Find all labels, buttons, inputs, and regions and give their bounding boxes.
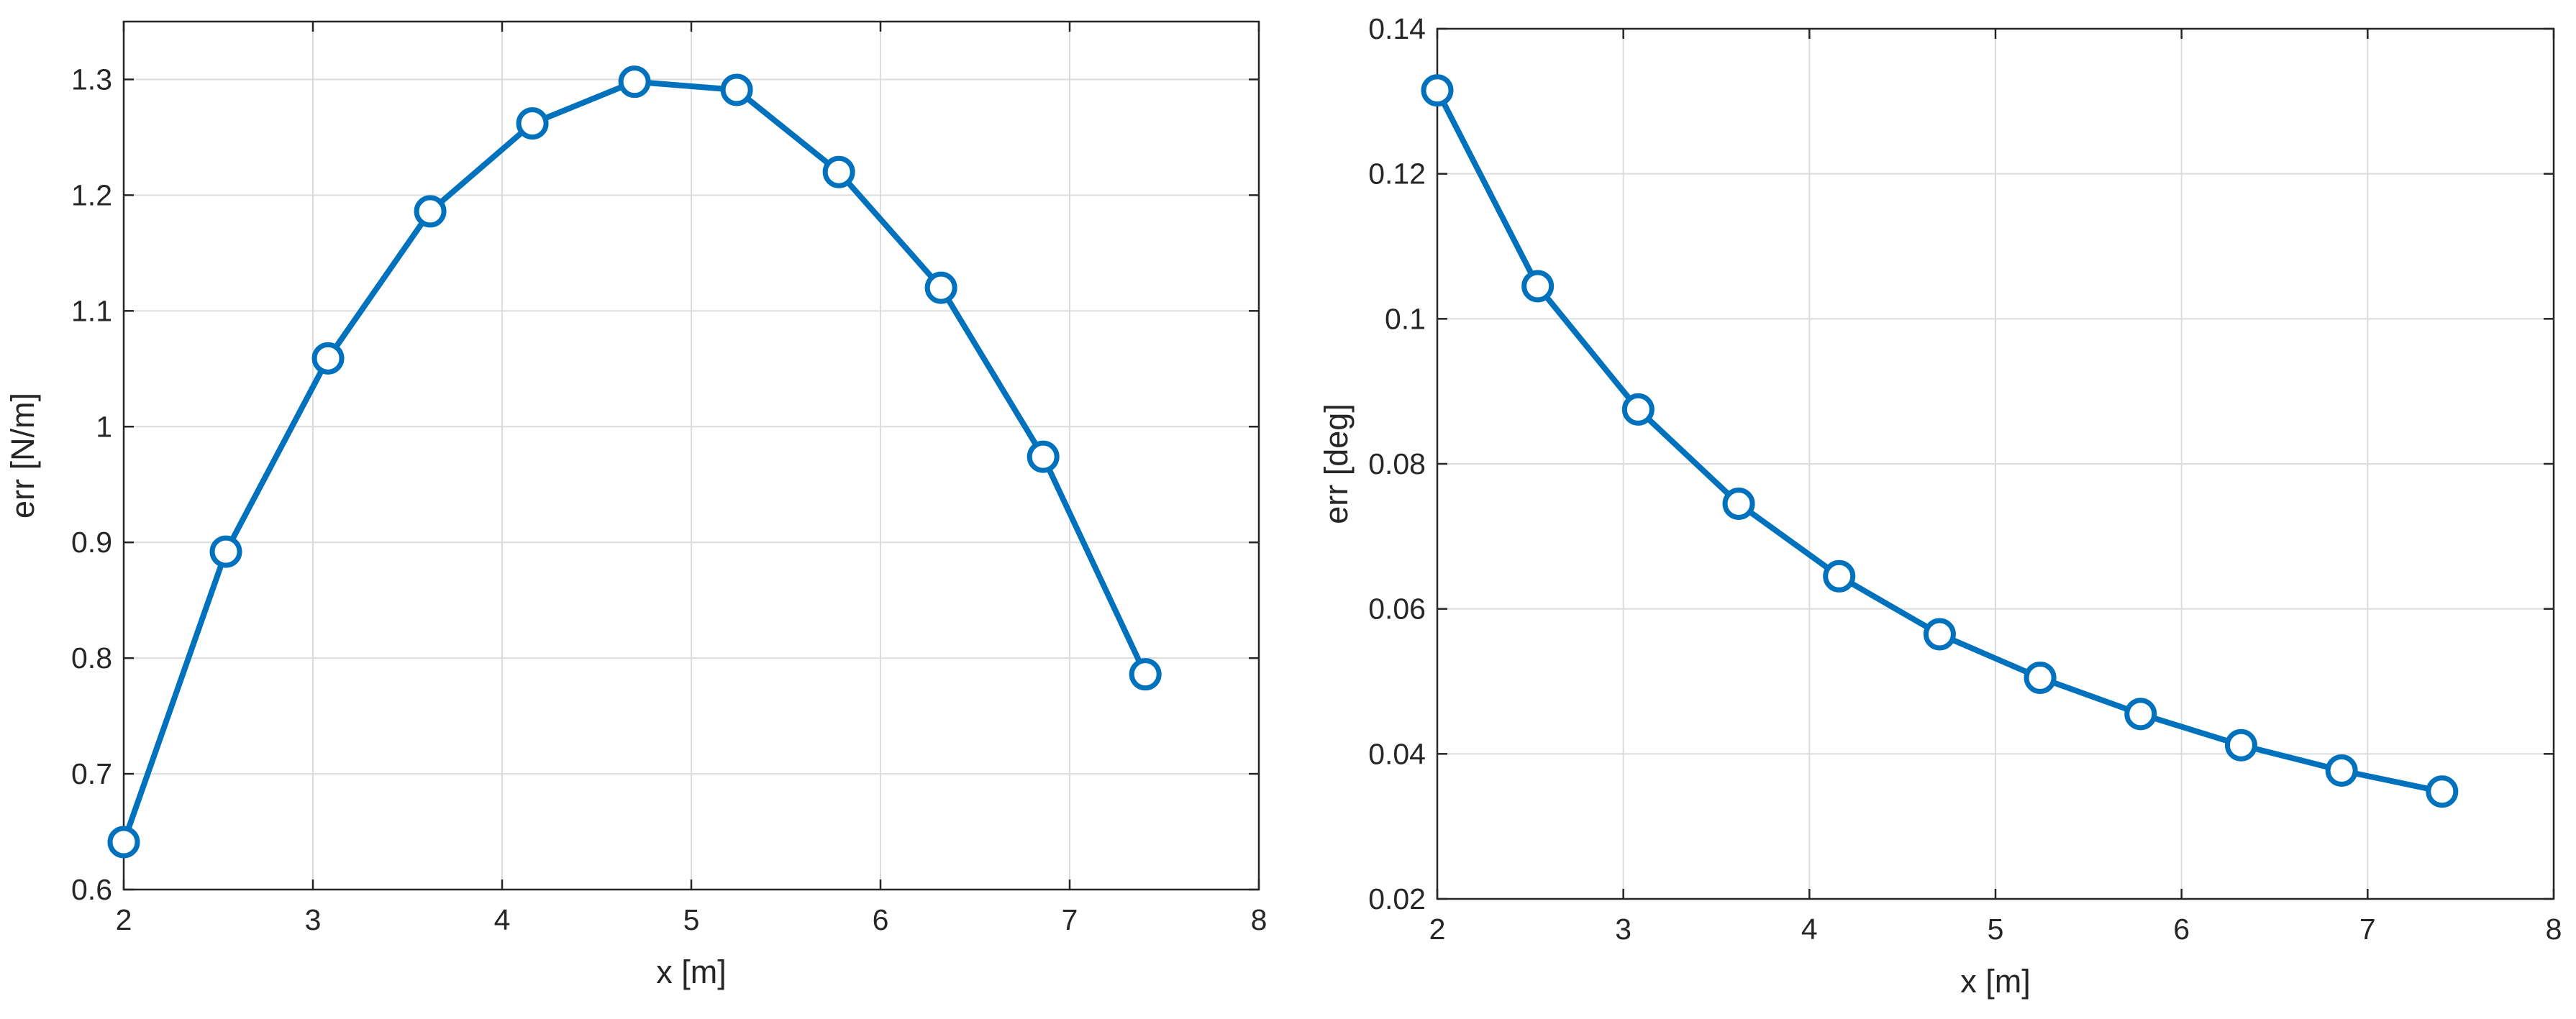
chart1-y-tick-label: 1.2: [71, 178, 112, 211]
chart1-data-point-marker: [822, 155, 855, 188]
chart1-y-axis-label: err [N/m]: [4, 393, 41, 518]
chart1-x-tick-label: 3: [305, 903, 322, 936]
chart2-data-point-marker: [1823, 559, 1856, 593]
chart2-data-point-marker: [2024, 661, 2057, 694]
chart1-x-tick-label: 5: [683, 903, 700, 936]
chart1-data-point-marker: [516, 107, 549, 140]
chart2-data-point-marker: [2325, 754, 2358, 787]
chart1-y-tick-label: 1: [96, 410, 112, 443]
chart2-x-tick-label: 8: [2546, 913, 2562, 946]
chart2-y-axis-label: err [deg]: [1318, 403, 1355, 524]
chart1-data-point-marker: [209, 535, 242, 568]
chart1-y-tick-label: 1.1: [71, 294, 112, 327]
chart2-data-point-marker: [1421, 74, 1454, 107]
chart1-x-tick-label: 8: [1251, 903, 1267, 936]
chart2-data-point-marker: [1621, 393, 1655, 426]
right-chart-panel: 2 3 4 5 6 7 8 0.02 0.04 0.06 0.08 0.1 0.12 0.14 x [m] e…: [1318, 12, 2562, 1000]
chart1-y-tick-label: 0.8: [71, 641, 112, 675]
chart2-x-tick-label: 5: [1988, 913, 2004, 946]
chart2-data-point-marker: [1722, 487, 1755, 520]
chart1-data-point-marker: [1027, 440, 1060, 473]
left-chart-panel: 2 3 4 5 6 7 8 0.6 0.7 0.8 0.9 1 1.1 1.2 1.3 x [m] err [N…: [4, 20, 1267, 990]
chart1-y-tick-label: 0.9: [71, 526, 112, 559]
chart1-data-point-marker: [107, 826, 140, 859]
chart1-y-tick-label: 0.7: [71, 757, 112, 790]
chart2-y-tick-label: 0.04: [1368, 737, 1426, 770]
chart2-y-tick-label: 0.02: [1368, 882, 1426, 915]
chart2-data-point-marker: [1521, 270, 1555, 303]
chart1-data-point-marker: [924, 271, 957, 304]
chart2-data-point-marker: [2124, 698, 2157, 731]
chart1-data-point-marker: [618, 65, 651, 99]
chart2-data-point-marker: [2426, 775, 2459, 808]
chart1-y-tick-label: 1.3: [71, 63, 112, 96]
chart1-data-point-marker: [1129, 658, 1162, 691]
chart1-x-tick-label: 2: [116, 903, 132, 936]
chart1-data-point-marker: [311, 342, 345, 375]
chart2-data-point-marker: [1923, 618, 1956, 651]
chart1-data-point-marker: [720, 73, 753, 106]
chart2-x-tick-label: 3: [1615, 913, 1631, 946]
chart2-y-tick-label: 0.06: [1368, 593, 1426, 626]
chart2-x-tick-label: 2: [1429, 913, 1446, 946]
chart1-x-tick-label: 7: [1062, 903, 1078, 936]
chart1-x-axis-label: x [m]: [656, 954, 727, 990]
chart2-y-tick-label: 0.14: [1368, 12, 1426, 45]
chart2-data-point-marker: [2224, 728, 2257, 762]
chart1-x-tick-label: 4: [494, 903, 511, 936]
chart1-data-point-marker: [414, 195, 447, 228]
chart1-y-tick-label: 0.6: [71, 873, 112, 906]
chart2-x-tick-label: 4: [1801, 913, 1818, 946]
chart2-y-tick-label: 0.12: [1368, 157, 1426, 191]
chart2-x-tick-label: 6: [2173, 913, 2190, 946]
chart1-x-tick-label: 6: [873, 903, 889, 936]
chart2-y-tick-label: 0.08: [1368, 447, 1426, 480]
chart2-x-axis-label: x [m]: [1960, 963, 2031, 1000]
chart2-y-tick-label: 0.1: [1385, 302, 1426, 335]
chart2-x-tick-label: 7: [2359, 913, 2376, 946]
